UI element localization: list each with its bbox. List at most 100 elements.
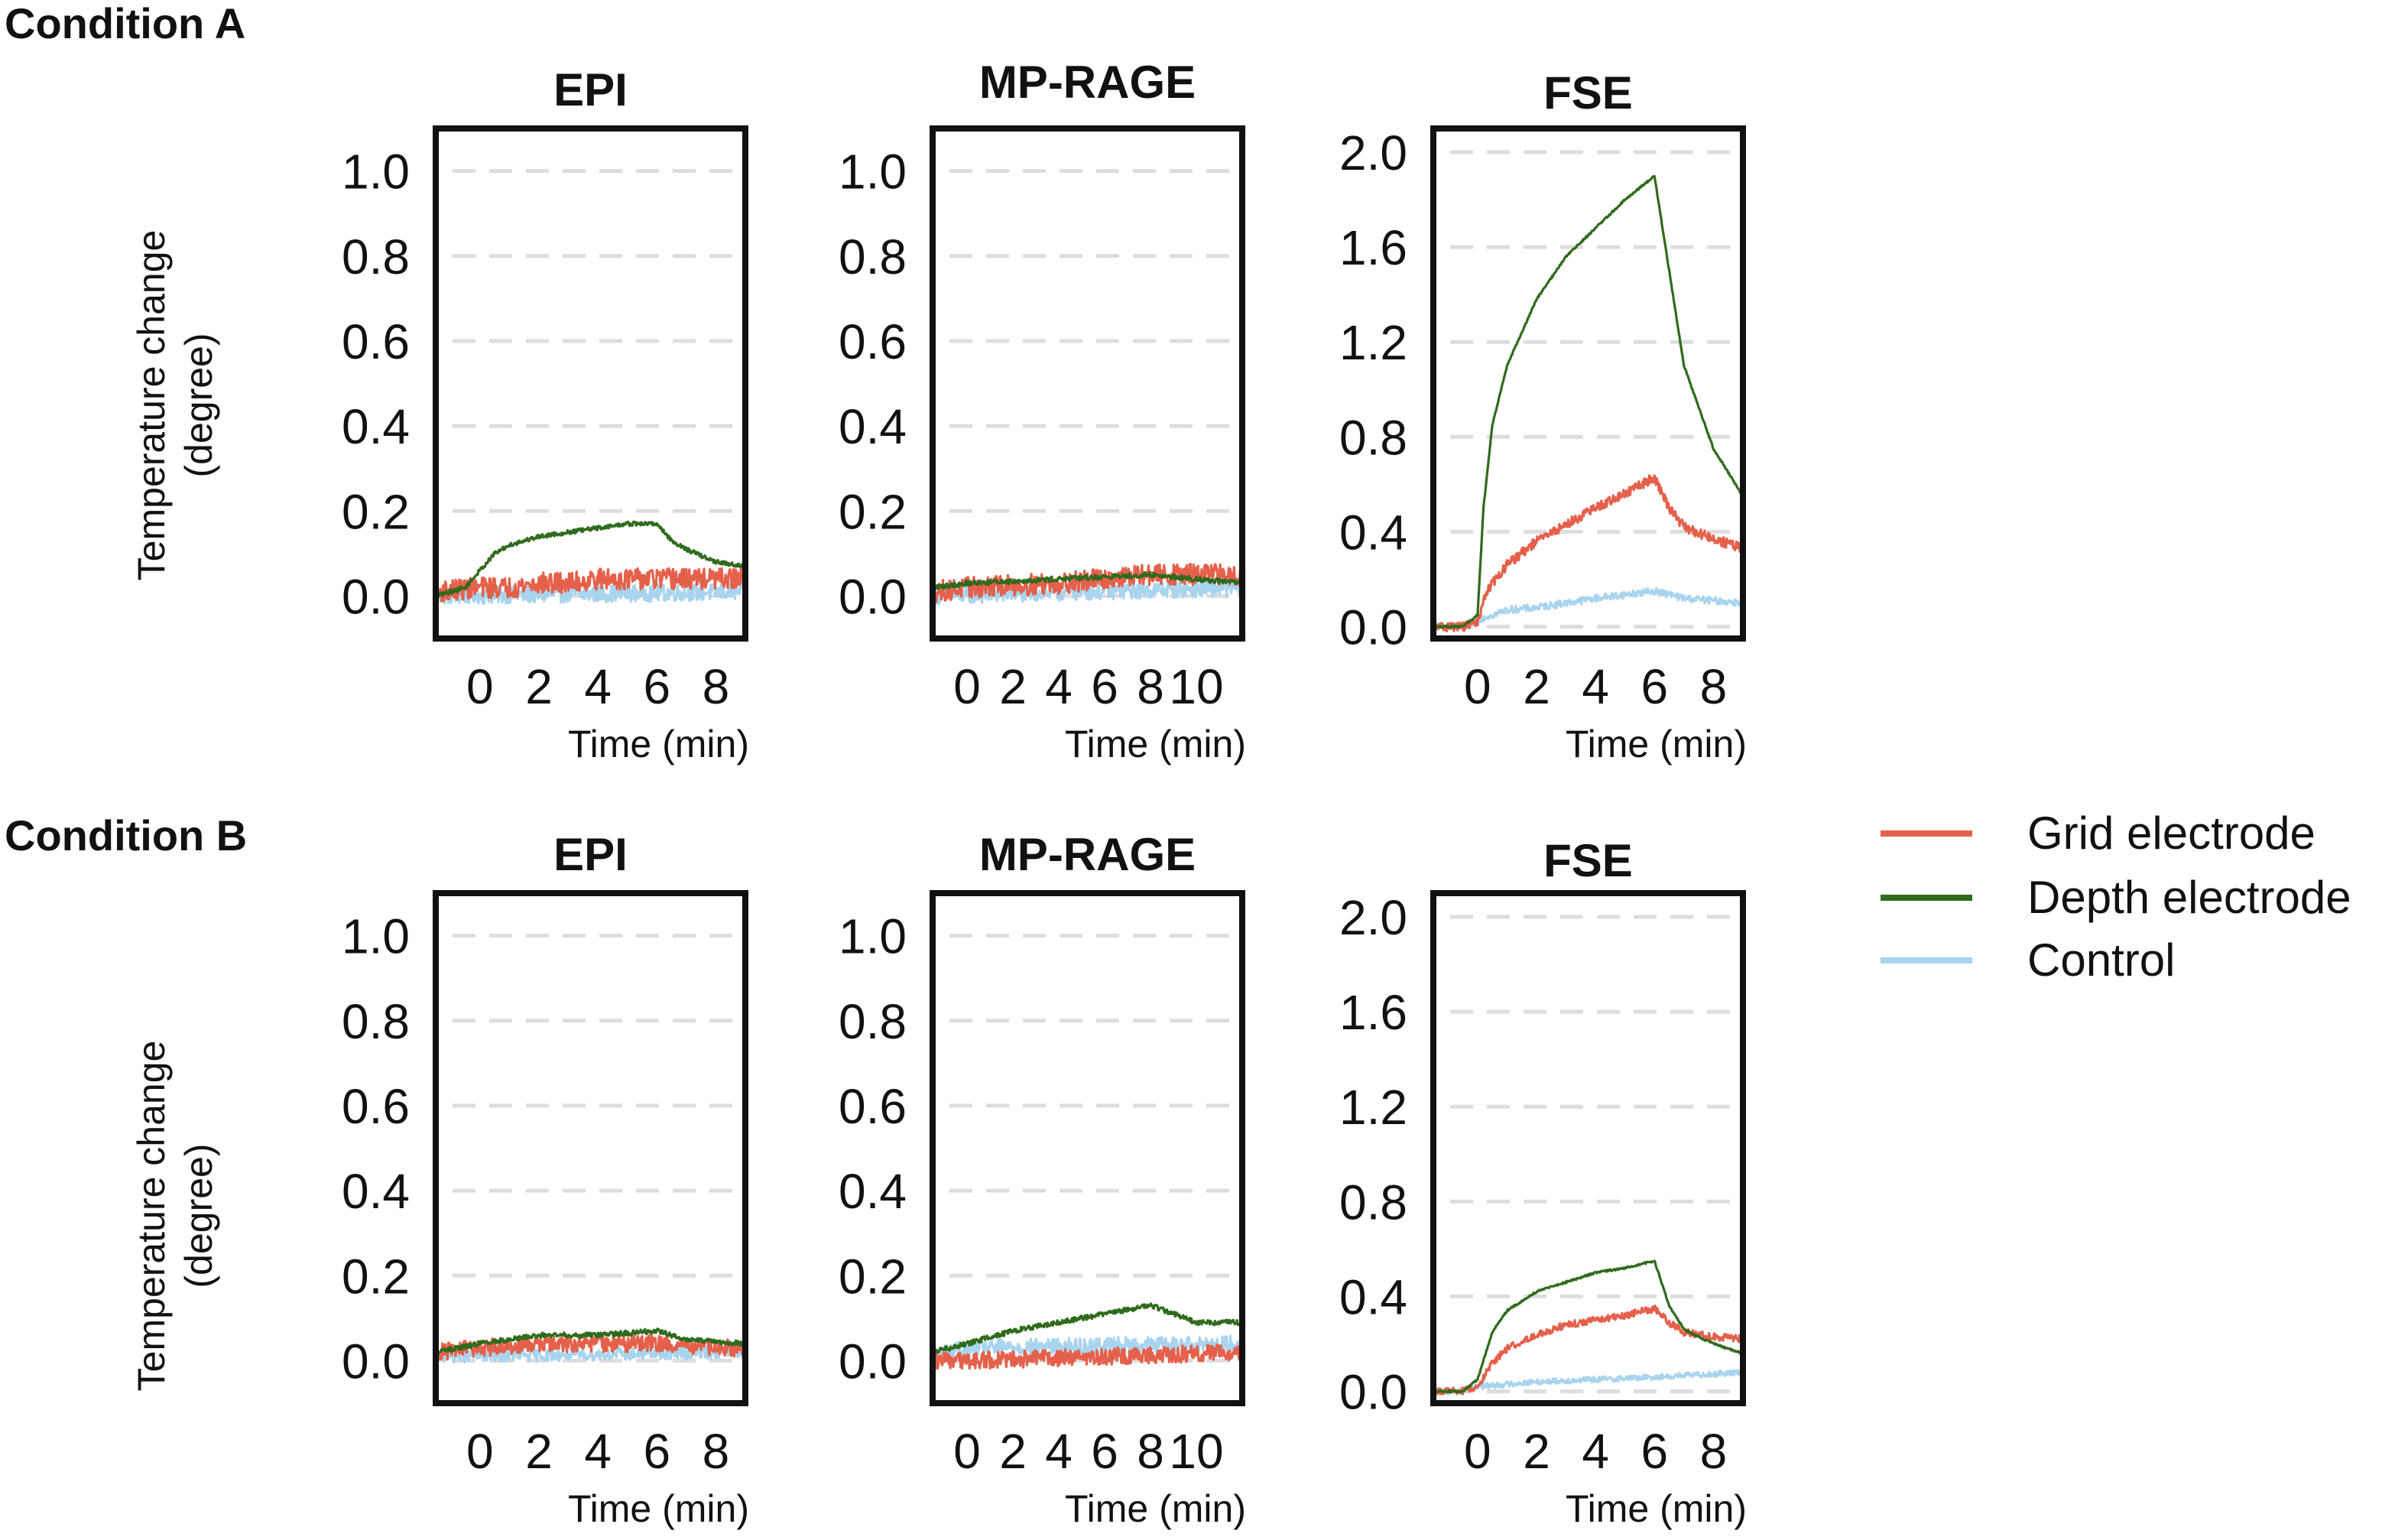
panel-a-epi-xlabel: Time (min) bbox=[568, 723, 749, 765]
panel-a-mprage-xtick-label: 4 bbox=[1045, 659, 1073, 714]
panel-b-epi-xtick-label: 4 bbox=[584, 1424, 612, 1479]
panel-a-mprage-xtick-label: 2 bbox=[999, 659, 1027, 714]
panel-b-mprage-xtick-label: 2 bbox=[999, 1424, 1027, 1479]
panel-b-fse: FSE 0.0 0.4 0.8 1.2 1.6 2.0 0 2 4 6 8 Time (min) bbox=[1339, 835, 1747, 1530]
panel-a-mprage-xtick-label: 0 bbox=[953, 659, 981, 714]
y-axis-title-a-line2: (degree) bbox=[177, 333, 220, 478]
panel-a-epi-xtick-label: 6 bbox=[643, 659, 670, 714]
panel-b-epi-xtick-label: 2 bbox=[525, 1424, 553, 1479]
panel-b-mprage-series-group bbox=[933, 1302, 1242, 1370]
panel-a-mprage-title: MP-RAGE bbox=[979, 57, 1196, 108]
panel-a-epi-series-group bbox=[436, 520, 745, 605]
panel-b-mprage-xtick-label: 6 bbox=[1091, 1424, 1118, 1479]
panel-a-epi-line-grid-electrode bbox=[436, 567, 745, 603]
panel-b-mprage-ytick-label: 0.4 bbox=[839, 1164, 907, 1219]
panel-a-fse-line-control bbox=[1433, 587, 1743, 632]
panel-b-fse-frame bbox=[1430, 890, 1746, 1406]
panel-b-epi-title: EPI bbox=[553, 829, 628, 880]
panel-b-fse-line-depth-electrode bbox=[1433, 1259, 1743, 1394]
panel-b-mprage-xtick-label: 10 bbox=[1169, 1424, 1223, 1479]
panel-a-mprage-ytick-label: 0.4 bbox=[839, 399, 907, 454]
panel-a-epi: EPI 0.0 0.2 0.4 0.6 0.8 1.0 0 2 4 6 8 Time (min) bbox=[342, 64, 749, 765]
panel-a-mprage-ytick-label: 0.2 bbox=[839, 484, 907, 539]
panel-a-fse-line-grid-electrode bbox=[1433, 474, 1743, 633]
panel-b-fse-xtick-label: 2 bbox=[1523, 1424, 1550, 1479]
panel-b-fse-series-group bbox=[1433, 1259, 1743, 1396]
legend: Grid electrode Depth electrode Control bbox=[1881, 807, 2351, 986]
panel-b-mprage-ytick-label: 0.8 bbox=[839, 994, 907, 1049]
panel-b-mprage-frame bbox=[930, 890, 1245, 1406]
panel-b-fse-line-control bbox=[1433, 1369, 1743, 1396]
panel-a-epi-title: EPI bbox=[553, 64, 628, 115]
panel-b-mprage-xtick-label: 8 bbox=[1137, 1424, 1164, 1479]
panel-a-fse-ytick-label: 0.8 bbox=[1339, 410, 1407, 465]
y-axis-title-b: Temperature change (degree) bbox=[130, 1041, 220, 1392]
panel-b-epi: EPI 0.0 0.2 0.4 0.6 0.8 1.0 0 2 4 6 8 Time (min) bbox=[342, 829, 749, 1530]
panel-b-mprage-ytick-label: 1.0 bbox=[839, 909, 907, 964]
panel-b-mprage-line-depth-electrode bbox=[933, 1302, 1242, 1356]
panel-a-mprage-line-depth-electrode bbox=[933, 570, 1242, 590]
panel-a-epi-frame bbox=[433, 125, 748, 642]
panel-a-epi-line-depth-electrode bbox=[436, 520, 745, 599]
panel-a-epi-line-control bbox=[436, 582, 745, 605]
panel-a-fse-title: FSE bbox=[1543, 67, 1633, 119]
panel-b-mprage: MP-RAGE 0.0 0.2 0.4 0.6 0.8 1.0 0 2 4 6 8 10 Time (mi… bbox=[839, 829, 1246, 1530]
panel-a-mprage-ytick-label: 0.6 bbox=[839, 314, 907, 369]
panel-a-fse-xtick-label: 4 bbox=[1582, 659, 1609, 714]
panel-b-fse-xlabel: Time (min) bbox=[1566, 1487, 1747, 1530]
y-axis-title-b-line1: Temperature change bbox=[130, 1041, 173, 1392]
legend-label-depth-electrode: Depth electrode bbox=[2027, 872, 2351, 923]
panel-a-mprage-ytick-label: 1.0 bbox=[839, 145, 907, 200]
panel-b-mprage-ytick-label: 0.0 bbox=[839, 1334, 907, 1389]
legend-label-control: Control bbox=[2027, 934, 2175, 986]
panel-a-fse-ytick-label: 1.2 bbox=[1339, 315, 1407, 370]
panel-b-epi-xtick-label: 8 bbox=[703, 1424, 730, 1479]
panel-a-epi-ytick-label: 0.2 bbox=[342, 484, 410, 539]
panel-a-mprage-frame bbox=[930, 125, 1245, 642]
panel-b-fse-title: FSE bbox=[1543, 835, 1633, 886]
y-axis-title-a: Temperature change (degree) bbox=[130, 230, 220, 581]
panel-a-epi-xtick-label: 2 bbox=[525, 659, 553, 714]
panel-a-fse-ytick-label: 0.0 bbox=[1339, 600, 1407, 655]
legend-label-grid-electrode: Grid electrode bbox=[2027, 807, 2316, 859]
panel-a-fse-xlabel: Time (min) bbox=[1566, 723, 1747, 765]
panel-b-epi-series-group bbox=[436, 1327, 745, 1364]
panel-b-fse-ytick-label: 0.4 bbox=[1339, 1269, 1407, 1324]
panel-b-epi-ytick-label: 0.4 bbox=[342, 1164, 410, 1219]
panel-a-epi-ytick-label: 0.6 bbox=[342, 314, 410, 369]
panel-a-mprage: MP-RAGE 0.0 0.2 0.4 0.6 0.8 1.0 0 2 4 6 8 10 Time (mi… bbox=[839, 57, 1246, 765]
panel-b-epi-xtick-label: 6 bbox=[643, 1424, 670, 1479]
panel-a-fse-xtick-label: 2 bbox=[1523, 659, 1550, 714]
panel-a-epi-xtick-label: 8 bbox=[703, 659, 730, 714]
panel-b-fse-ytick-label: 1.2 bbox=[1339, 1080, 1407, 1135]
panel-b-mprage-xlabel: Time (min) bbox=[1065, 1487, 1246, 1530]
panel-a-mprage-xlabel: Time (min) bbox=[1065, 723, 1246, 765]
panel-a-epi-xtick-label: 0 bbox=[466, 659, 494, 714]
panel-a-epi-ytick-label: 0.4 bbox=[342, 399, 410, 454]
panel-b-fse-ytick-label: 1.6 bbox=[1339, 985, 1407, 1040]
panel-a-fse-xtick-label: 6 bbox=[1640, 659, 1668, 714]
panel-a-epi-ytick-label: 0.0 bbox=[342, 569, 410, 624]
panel-a-mprage-ytick-label: 0.0 bbox=[839, 569, 907, 624]
y-axis-title-a-line1: Temperature change bbox=[130, 230, 173, 581]
panel-b-fse-ytick-label: 0.8 bbox=[1339, 1175, 1407, 1230]
panel-a-mprage-xtick-label: 10 bbox=[1169, 659, 1223, 714]
panel-b-mprage-title: MP-RAGE bbox=[979, 829, 1196, 880]
panel-b-fse-line-grid-electrode bbox=[1433, 1305, 1743, 1396]
panel-b-mprage-ytick-label: 0.2 bbox=[839, 1249, 907, 1304]
panel-b-fse-xtick-label: 0 bbox=[1464, 1424, 1491, 1479]
panel-b-mprage-ytick-label: 0.6 bbox=[839, 1079, 907, 1134]
panel-b-epi-xtick-label: 0 bbox=[466, 1424, 494, 1479]
panel-a-mprage-ytick-label: 0.8 bbox=[839, 229, 907, 284]
panel-a-fse-frame bbox=[1430, 125, 1746, 642]
panel-b-epi-xlabel: Time (min) bbox=[568, 1487, 749, 1530]
panel-b-epi-ytick-label: 0.8 bbox=[342, 994, 410, 1049]
panel-b-fse-xtick-label: 8 bbox=[1700, 1424, 1728, 1479]
panel-b-epi-frame bbox=[433, 890, 748, 1406]
panel-a-fse-line-depth-electrode bbox=[1433, 174, 1743, 629]
condition-b-label: Condition B bbox=[5, 811, 247, 859]
y-axis-title-b-line2: (degree) bbox=[177, 1144, 220, 1288]
panel-b-epi-ytick-label: 0.6 bbox=[342, 1079, 410, 1134]
panel-a-epi-ytick-label: 0.8 bbox=[342, 229, 410, 284]
